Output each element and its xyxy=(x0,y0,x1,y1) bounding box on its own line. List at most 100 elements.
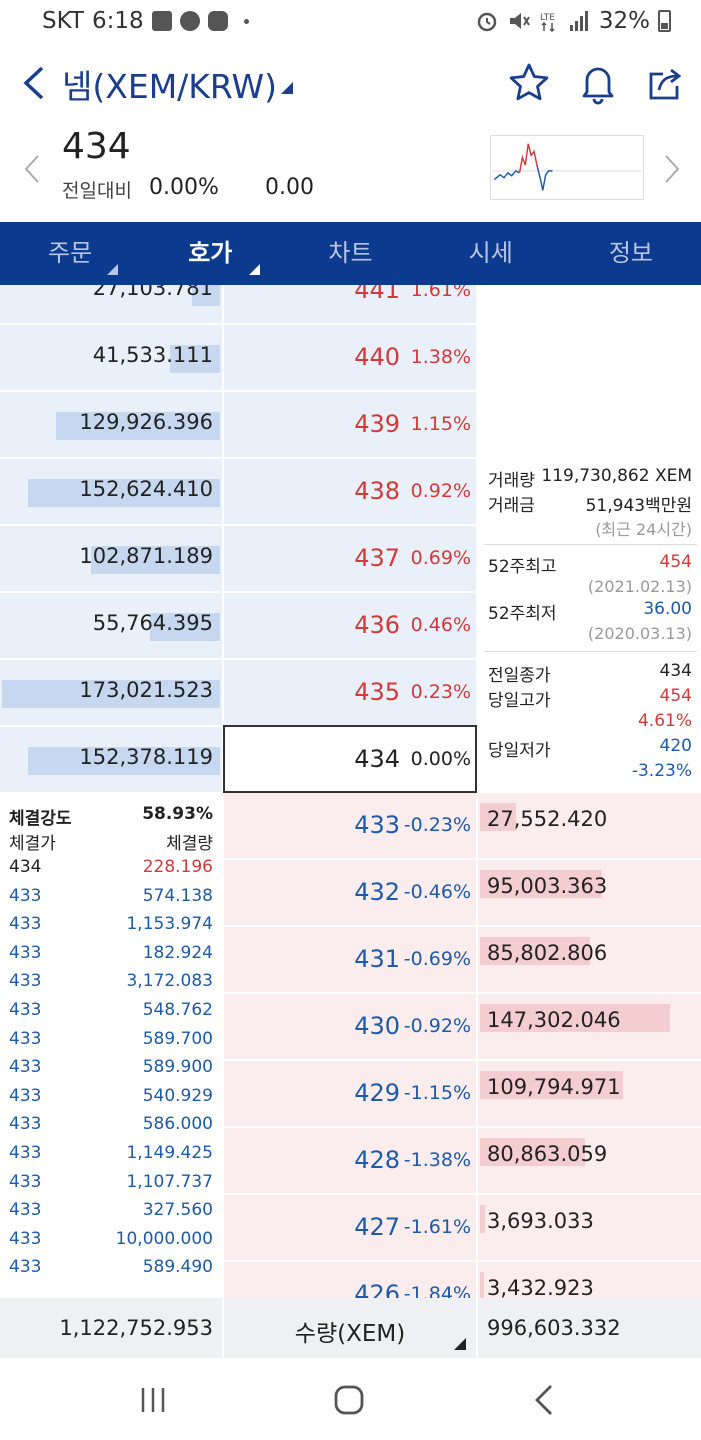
bid-volume-cell[interactable]: 27,552.420 xyxy=(478,793,701,858)
ask-volume-cell[interactable]: 152,624.410 xyxy=(0,459,222,524)
chevron-right-icon[interactable] xyxy=(662,154,682,184)
ask-volume-cell[interactable]: 27,103.781 xyxy=(0,285,222,323)
ask-volume-cell[interactable]: 152,378.119 xyxy=(0,727,222,792)
ask-row[interactable]: 173,021.523 435 0.23% xyxy=(0,660,701,727)
bid-volume: 147,302.046 xyxy=(487,1008,621,1032)
ask-price-cell[interactable]: 434 0.00% xyxy=(224,727,476,792)
period-note: (최근 24시간) xyxy=(595,520,692,539)
recent-apps-icon[interactable] xyxy=(133,1380,173,1420)
tab-quotes[interactable]: 시세 xyxy=(468,239,513,267)
back-nav-icon[interactable] xyxy=(525,1380,565,1420)
bid-volume-bar xyxy=(480,1205,485,1233)
battery-percent: 32% xyxy=(598,8,650,34)
ask-volume: 152,378.119 xyxy=(79,745,213,769)
ask-price-cell[interactable]: 439 1.15% xyxy=(224,392,476,457)
bid-row[interactable]: 430 -0.92% 147,302.046 xyxy=(0,994,701,1061)
ask-volume: 129,926.396 xyxy=(79,410,213,434)
ask-price: 434 xyxy=(354,745,400,773)
ask-row[interactable]: 102,871.189 437 0.69% xyxy=(0,526,701,593)
ask-price-cell[interactable]: 435 0.23% xyxy=(224,660,476,725)
ask-row[interactable]: 152,624.410 438 0.92% xyxy=(0,459,701,526)
bid-row[interactable]: 428 -1.38% 80,863.059 xyxy=(0,1128,701,1195)
ask-percent: 0.23% xyxy=(410,681,471,703)
bid-price-cell[interactable]: 432 -0.46% xyxy=(224,860,476,925)
bid-volume-cell[interactable]: 3,693.033 xyxy=(478,1195,701,1260)
bid-volume: 3,432.923 xyxy=(487,1276,594,1298)
bid-price-cell[interactable]: 433 -0.23% xyxy=(224,793,476,858)
ask-row[interactable]: 27,103.781 441 1.61% xyxy=(0,285,701,325)
bid-price: 429 xyxy=(354,1079,400,1107)
chevron-left-icon[interactable] xyxy=(22,154,42,184)
market-title[interactable]: 넴(XEM/KRW) xyxy=(62,67,278,106)
ask-volume-cell[interactable]: 173,021.523 xyxy=(0,660,222,725)
back-chevron-icon[interactable] xyxy=(18,60,54,106)
bid-volume-cell[interactable]: 109,794.971 xyxy=(478,1061,701,1126)
ask-price: 437 xyxy=(354,544,400,572)
order-book[interactable]: 27,103.781 441 1.61% 41,533.111 440 1.38% 129,… xyxy=(0,285,701,1298)
ask-price-cell[interactable]: 437 0.69% xyxy=(224,526,476,591)
ask-row[interactable]: 129,926.396 439 1.15% xyxy=(0,392,701,459)
bid-row[interactable]: 433 -0.23% 27,552.420 xyxy=(0,793,701,860)
ask-price: 435 xyxy=(354,678,400,706)
bell-icon[interactable] xyxy=(575,60,621,106)
ask-price-cell[interactable]: 441 1.61% xyxy=(224,285,476,323)
ask-volume-bar xyxy=(192,285,220,306)
current-price: 434 xyxy=(62,126,131,167)
strength-value: 58.93% xyxy=(142,804,213,824)
bid-price-cell[interactable]: 430 -0.92% xyxy=(224,994,476,1059)
trade-price-header: 체결가 xyxy=(9,834,56,854)
ask-price-cell[interactable]: 438 0.92% xyxy=(224,459,476,524)
ask-row[interactable]: 55,764.395 436 0.46% xyxy=(0,593,701,660)
tab-info[interactable]: 정보 xyxy=(608,239,653,267)
high52-value: 454 xyxy=(659,552,692,572)
tab-chart[interactable]: 차트 xyxy=(328,239,373,267)
bid-row[interactable]: 429 -1.15% 109,794.971 xyxy=(0,1061,701,1128)
bid-volume-cell[interactable]: 147,302.046 xyxy=(478,994,701,1059)
home-icon[interactable] xyxy=(329,1380,369,1420)
bid-volume-cell[interactable]: 3,432.923 xyxy=(478,1262,701,1298)
bid-price-cell[interactable]: 428 -1.38% xyxy=(224,1128,476,1193)
trade-price: 433 xyxy=(9,914,42,935)
ask-price-cell[interactable]: 436 0.46% xyxy=(224,593,476,658)
ask-price: 436 xyxy=(354,611,400,639)
bid-volume: 80,863.059 xyxy=(487,1142,608,1166)
ask-volume-cell[interactable]: 102,871.189 xyxy=(0,526,222,591)
bid-row[interactable]: 427 -1.61% 3,693.033 xyxy=(0,1195,701,1262)
bid-row[interactable]: 426 -1.84% 3,432.923 xyxy=(0,1262,701,1298)
star-icon[interactable] xyxy=(506,60,552,106)
share-icon[interactable] xyxy=(643,60,689,106)
tab-order[interactable]: 주문 xyxy=(0,222,140,285)
bid-volume-cell[interactable]: 80,863.059 xyxy=(478,1128,701,1193)
ask-row[interactable]: 41,533.111 440 1.38% xyxy=(0,325,701,392)
bid-row[interactable]: 431 -0.69% 85,802.806 xyxy=(0,927,701,994)
amount-value: 51,943백만원 xyxy=(585,496,692,516)
ask-row[interactable]: 152,378.119 434 0.00% xyxy=(0,727,701,794)
mini-price-chart[interactable] xyxy=(490,135,644,200)
bid-price-cell[interactable]: 431 -0.69% xyxy=(224,927,476,992)
bid-percent: -0.46% xyxy=(403,881,471,903)
app-notification-icon xyxy=(207,11,228,31)
bid-volume-bar xyxy=(480,803,516,831)
ask-price-cell[interactable]: 440 1.38% xyxy=(224,325,476,390)
bid-volume-cell[interactable]: 85,802.806 xyxy=(478,927,701,992)
market-select-caret-icon[interactable] xyxy=(281,82,293,94)
divider xyxy=(484,651,697,652)
battery-icon xyxy=(658,10,671,32)
ask-volume: 41,533.111 xyxy=(92,343,213,367)
ask-volume-cell[interactable]: 129,926.396 xyxy=(0,392,222,457)
bid-row[interactable]: 432 -0.46% 95,003.363 xyxy=(0,860,701,927)
bid-price-cell[interactable]: 427 -1.61% xyxy=(224,1195,476,1260)
tab-orderbook[interactable]: 호가 xyxy=(140,222,280,285)
unit-selector[interactable]: 수량(XEM) xyxy=(224,1298,476,1358)
current-price-highlight xyxy=(223,725,477,793)
bid-volume-bar xyxy=(480,1071,623,1099)
bid-volume-cell[interactable]: 95,003.363 xyxy=(478,860,701,925)
ask-volume: 102,871.189 xyxy=(79,544,213,568)
bid-volume: 95,003.363 xyxy=(487,874,608,898)
bid-price-cell[interactable]: 429 -1.15% xyxy=(224,1061,476,1126)
ask-volume-cell[interactable]: 55,764.395 xyxy=(0,593,222,658)
bid-price-cell[interactable]: 426 -1.84% xyxy=(224,1262,476,1298)
bid-percent: -0.92% xyxy=(403,1015,471,1037)
ask-volume-cell[interactable]: 41,533.111 xyxy=(0,325,222,390)
trade-qty: 540.929 xyxy=(142,1085,213,1106)
